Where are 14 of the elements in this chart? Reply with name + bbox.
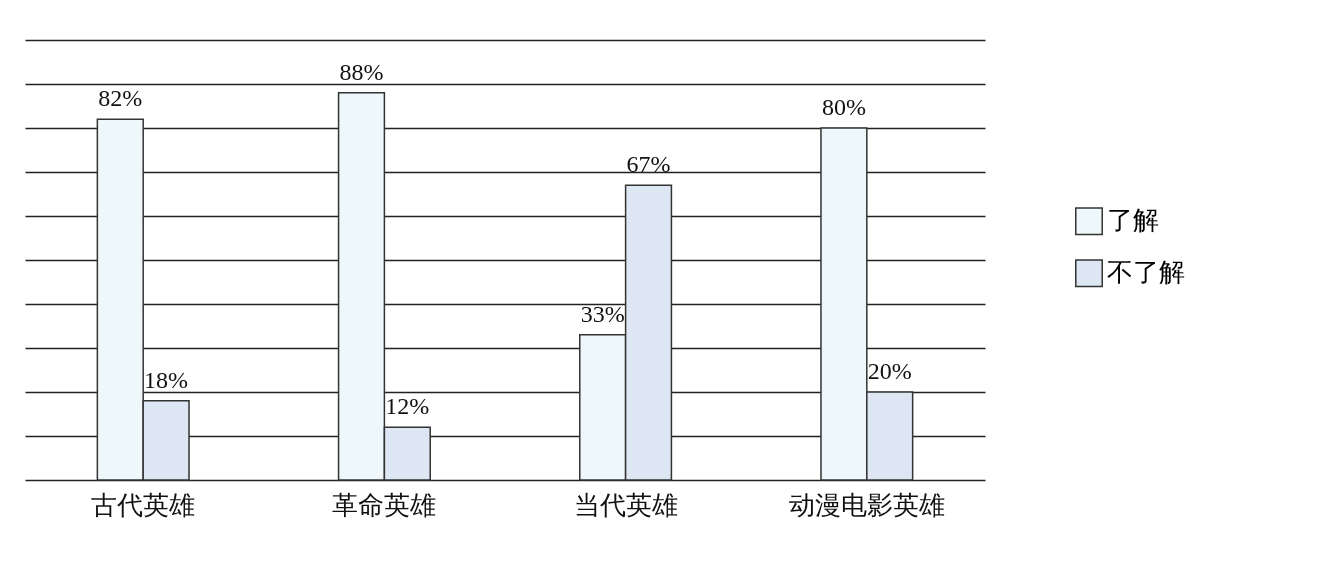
x-tick-label: 当代英雄 <box>573 489 678 520</box>
x-tick-label: 动漫电影英雄 <box>788 489 945 520</box>
x-tick-label: 古代英雄 <box>91 489 196 520</box>
legend-label: 不了解 <box>1107 257 1185 288</box>
data-label: 20% <box>867 358 912 384</box>
data-label: 18% <box>144 366 189 393</box>
legend-label: 了解 <box>1107 205 1159 236</box>
data-label: 88% <box>339 58 384 85</box>
data-label: 67% <box>626 151 671 178</box>
data-label: 12% <box>385 393 430 420</box>
x-tick-label: 革命英雄 <box>332 489 437 520</box>
data-label: 33% <box>580 300 625 327</box>
data-label: 80% <box>821 94 866 120</box>
data-label: 82% <box>98 85 143 112</box>
